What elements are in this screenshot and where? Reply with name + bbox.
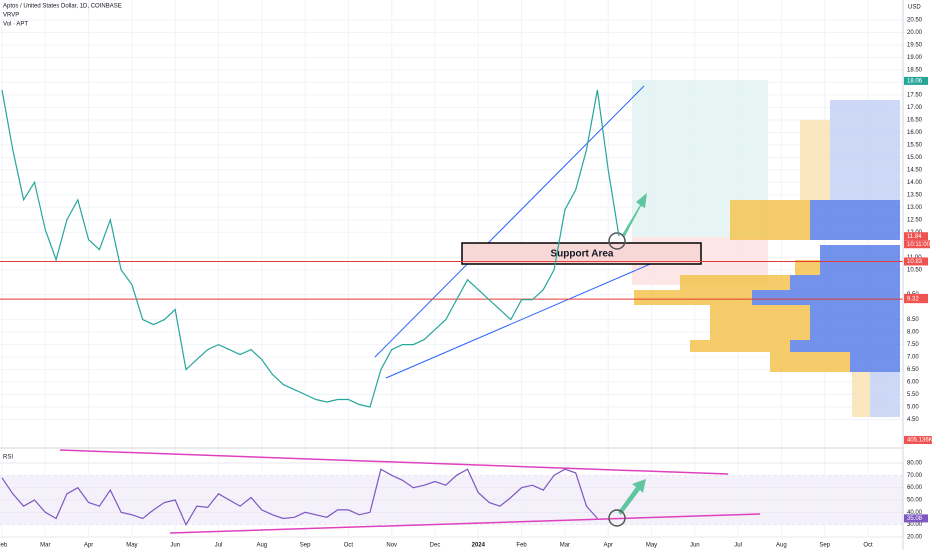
y-tick-label: 20.00 <box>907 30 923 36</box>
price-tag-label: 10.83 <box>907 259 923 265</box>
y-tick-label: 15.00 <box>907 155 923 161</box>
x-tick-label: May <box>126 543 137 549</box>
indicator-label: Vol · APT <box>3 22 28 28</box>
arrow <box>618 479 646 515</box>
volume-profile <box>634 100 900 417</box>
price-tag-label: 18.06 <box>907 78 923 84</box>
volume-label: 405.136K <box>907 438 932 444</box>
y-tick-label: 50.00 <box>907 498 923 504</box>
y-tick-label: 14.00 <box>907 180 923 186</box>
x-tick-label: Aug <box>776 543 787 549</box>
y-tick-label: 15.50 <box>907 142 923 148</box>
price-tag-label: 9.32 <box>907 297 919 303</box>
x-tick-label: Oct <box>863 543 873 549</box>
rsi-band <box>0 475 903 525</box>
series-line <box>1 468 598 527</box>
y-tick-label: 5.00 <box>907 405 919 411</box>
x-tick-label: May <box>646 543 657 549</box>
y-tick-label: 19.00 <box>907 55 923 61</box>
x-tick-label: Apr <box>84 543 93 549</box>
rsi-trend-line <box>169 513 761 534</box>
y-tick-label: 20.50 <box>907 18 923 24</box>
y-tick-label: 6.00 <box>907 380 919 386</box>
x-tick-label: Jul <box>215 543 223 549</box>
y-tick-label: 30.00 <box>907 522 923 528</box>
y-tick-label: 19.50 <box>907 43 923 49</box>
rsi-tag <box>904 514 928 523</box>
y-tick-label: 8.00 <box>907 330 919 336</box>
y-tick-label: 17.00 <box>907 105 923 111</box>
y-tick-label: 13.00 <box>907 205 923 211</box>
x-tick-label: Dec <box>430 543 441 549</box>
y-tick-label: 18.50 <box>907 68 923 74</box>
y-tick-label: 7.50 <box>907 342 919 348</box>
price-tag <box>904 76 928 85</box>
y-tick-label: 16.00 <box>907 130 923 136</box>
y-tick-label: 13.50 <box>907 192 923 198</box>
currency: USD <box>908 5 921 11</box>
y-tick-label: 80.00 <box>907 461 923 467</box>
x-tick-label: Jul <box>734 543 742 549</box>
x-tick-label: Mar <box>40 543 50 549</box>
y-tick-label: 60.00 <box>907 485 923 491</box>
rsi-title: RSI <box>3 455 13 461</box>
y-tick-label: 7.00 <box>907 355 919 361</box>
x-tick-label: 2024 <box>472 543 486 549</box>
x-tick-label: Sep <box>300 543 311 549</box>
y-tick-label: 20.00 <box>907 535 923 541</box>
timer-label: 10:11:00 <box>907 242 931 248</box>
y-tick-label: 5.50 <box>907 392 919 398</box>
timer-tag <box>904 240 930 249</box>
x-tick-label: Nov <box>386 543 397 549</box>
y-tick-label: 17.50 <box>907 92 923 98</box>
volume-tag <box>904 436 932 444</box>
y-tick-label: 4.50 <box>907 417 919 423</box>
x-tick-label: Oct <box>344 543 354 549</box>
support-label: Support Area <box>551 249 614 260</box>
y-tick-label: 6.50 <box>907 367 919 373</box>
price-tag-label: 11.84 <box>907 234 922 240</box>
y-tick-label: 16.50 <box>907 117 923 123</box>
x-tick-label: Aug <box>256 543 267 549</box>
arrow <box>622 193 647 238</box>
rsi-trend-line <box>59 449 729 475</box>
price-tag <box>904 295 928 304</box>
price-tag <box>904 257 928 266</box>
trend-line <box>374 85 645 358</box>
x-tick-label: Apr <box>604 543 613 549</box>
x-tick-label: Jun <box>170 543 180 549</box>
chart-title: Aptos / United States Dollar, 1D, COINBA… <box>3 4 122 10</box>
rsi-tag-label: 35.08 <box>907 516 923 522</box>
trend-line <box>385 261 656 379</box>
x-tick-label: Jun <box>690 543 700 549</box>
highlight-circle <box>608 232 626 250</box>
x-tick-label: Feb <box>0 543 8 549</box>
y-tick-label: 40.00 <box>907 510 923 516</box>
x-tick-label: Sep <box>819 543 830 549</box>
highlight-circle <box>608 509 626 527</box>
x-tick-label: Mar <box>560 543 570 549</box>
x-tick-label: Feb <box>516 543 527 549</box>
y-tick-label: 70.00 <box>907 473 923 479</box>
plot <box>0 89 903 527</box>
y-tick-label: 8.50 <box>907 317 919 323</box>
series-line <box>1 89 620 408</box>
indicator-label: VRVP <box>3 13 19 19</box>
y-tick-label: 10.50 <box>907 267 923 273</box>
y-tick-label: 14.50 <box>907 167 923 173</box>
support-box <box>461 242 702 265</box>
price-tag <box>904 232 928 241</box>
y-tick-label: 12.50 <box>907 217 923 223</box>
